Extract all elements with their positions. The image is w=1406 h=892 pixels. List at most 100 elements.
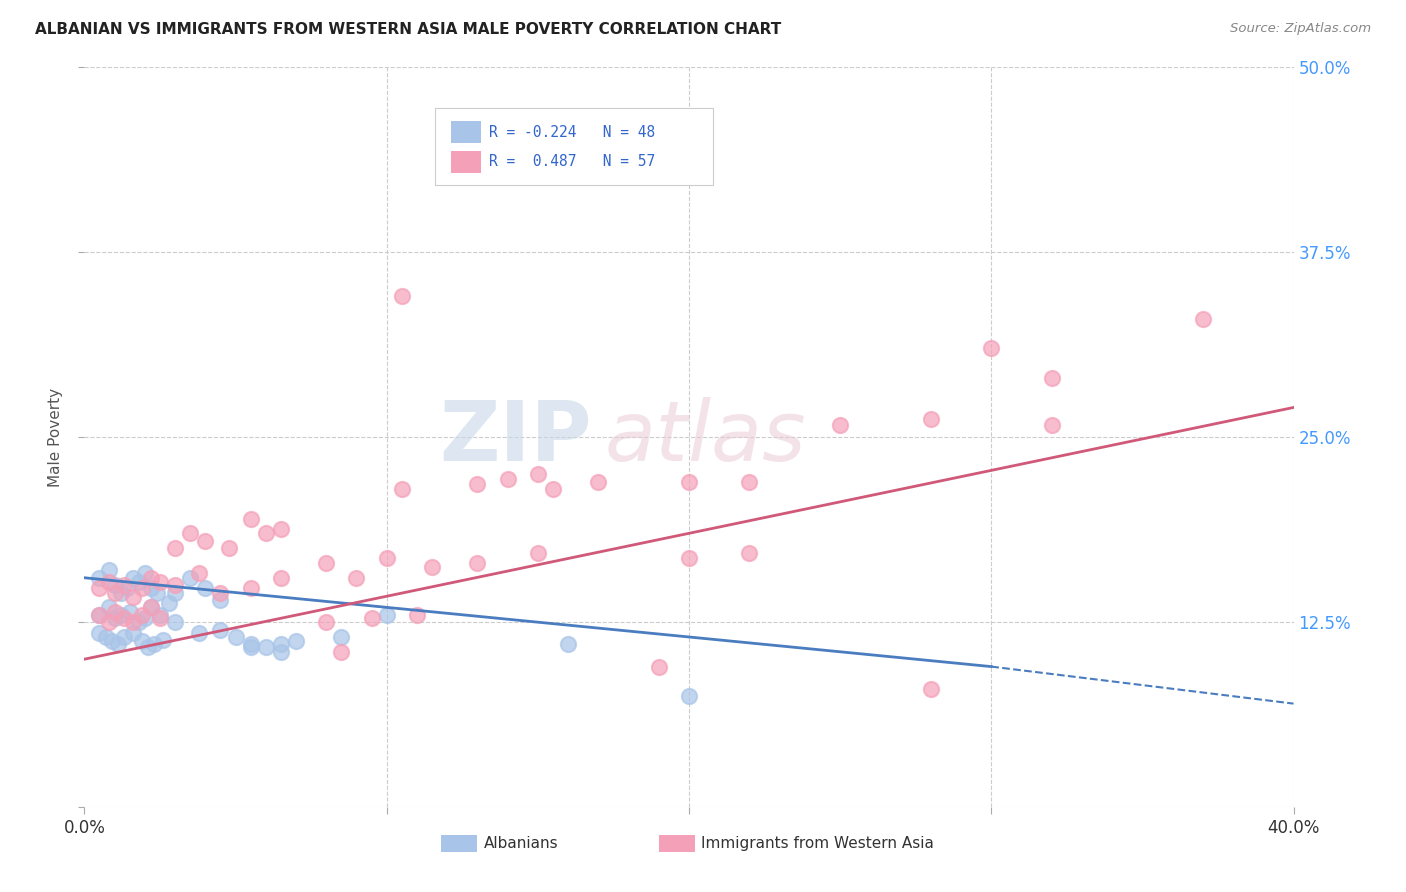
Point: [128, 575, 150, 590]
Point: [239, 640, 262, 655]
FancyBboxPatch shape: [451, 151, 481, 173]
Point: [375, 607, 398, 622]
Point: [375, 551, 398, 566]
Point: [104, 585, 127, 599]
Point: [149, 575, 172, 590]
Point: [121, 625, 143, 640]
Point: [139, 571, 162, 585]
Point: [270, 522, 292, 536]
Text: ALBANIAN VS IMMIGRANTS FROM WESTERN ASIA MALE POVERTY CORRELATION CHART: ALBANIAN VS IMMIGRANTS FROM WESTERN ASIA…: [35, 22, 782, 37]
Point: [254, 640, 277, 655]
Point: [218, 541, 240, 555]
Point: [131, 607, 153, 622]
Point: [165, 578, 187, 592]
Point: [239, 581, 262, 595]
Point: [139, 581, 162, 595]
Point: [830, 418, 852, 433]
Point: [315, 556, 337, 570]
Point: [920, 681, 942, 696]
Point: [128, 615, 150, 630]
FancyBboxPatch shape: [434, 108, 713, 186]
Point: [330, 630, 353, 644]
Point: [1040, 418, 1063, 433]
Point: [131, 634, 153, 648]
Point: [94, 630, 117, 644]
Point: [980, 341, 1002, 355]
Point: [467, 556, 489, 570]
Point: [391, 482, 413, 496]
Point: [112, 611, 135, 625]
Point: [738, 545, 761, 559]
Text: Albanians: Albanians: [484, 836, 558, 851]
Point: [97, 615, 120, 630]
Point: [97, 600, 120, 615]
Point: [194, 533, 217, 548]
Point: [557, 637, 579, 651]
Point: [118, 605, 141, 619]
Text: Source: ZipAtlas.com: Source: ZipAtlas.com: [1230, 22, 1371, 36]
Point: [165, 585, 187, 599]
Point: [541, 482, 564, 496]
Point: [121, 615, 143, 630]
Point: [254, 526, 277, 541]
Point: [239, 637, 262, 651]
Point: [165, 615, 187, 630]
Point: [115, 581, 138, 595]
Point: [104, 578, 127, 592]
Point: [146, 585, 169, 599]
Point: [179, 571, 201, 585]
Point: [467, 477, 489, 491]
Point: [97, 575, 120, 590]
Point: [209, 593, 232, 607]
Point: [100, 634, 122, 648]
Text: atlas: atlas: [605, 397, 806, 477]
Point: [527, 467, 550, 482]
Point: [209, 585, 232, 599]
Point: [97, 563, 120, 577]
Point: [738, 475, 761, 489]
Point: [136, 640, 159, 655]
Point: [149, 607, 172, 622]
Point: [285, 634, 308, 648]
Point: [121, 571, 143, 585]
Point: [89, 581, 111, 595]
Point: [89, 607, 111, 622]
Point: [157, 596, 180, 610]
FancyBboxPatch shape: [659, 836, 695, 852]
Point: [188, 625, 211, 640]
Point: [89, 571, 111, 585]
Point: [139, 600, 162, 615]
Point: [270, 645, 292, 659]
Point: [225, 630, 247, 644]
Point: [89, 625, 111, 640]
Point: [179, 526, 201, 541]
Point: [406, 607, 429, 622]
Point: [107, 637, 129, 651]
FancyBboxPatch shape: [441, 836, 478, 852]
Point: [420, 560, 443, 574]
Point: [270, 571, 292, 585]
Point: [165, 541, 187, 555]
Point: [270, 637, 292, 651]
Point: [239, 511, 262, 525]
Point: [346, 571, 368, 585]
Point: [112, 630, 135, 644]
Point: [194, 581, 217, 595]
Point: [209, 623, 232, 637]
Point: [142, 637, 165, 651]
Point: [496, 471, 519, 485]
Point: [134, 566, 156, 581]
Text: ZIP: ZIP: [440, 397, 592, 477]
Point: [527, 545, 550, 559]
Point: [920, 412, 942, 426]
Point: [112, 578, 135, 592]
Point: [104, 605, 127, 619]
Y-axis label: Male Poverty: Male Poverty: [48, 387, 63, 487]
Point: [104, 611, 127, 625]
Point: [110, 585, 132, 599]
Text: R =  0.487   N = 57: R = 0.487 N = 57: [489, 154, 655, 169]
Point: [110, 607, 132, 622]
Point: [588, 475, 610, 489]
Point: [121, 590, 143, 604]
Point: [152, 632, 174, 647]
